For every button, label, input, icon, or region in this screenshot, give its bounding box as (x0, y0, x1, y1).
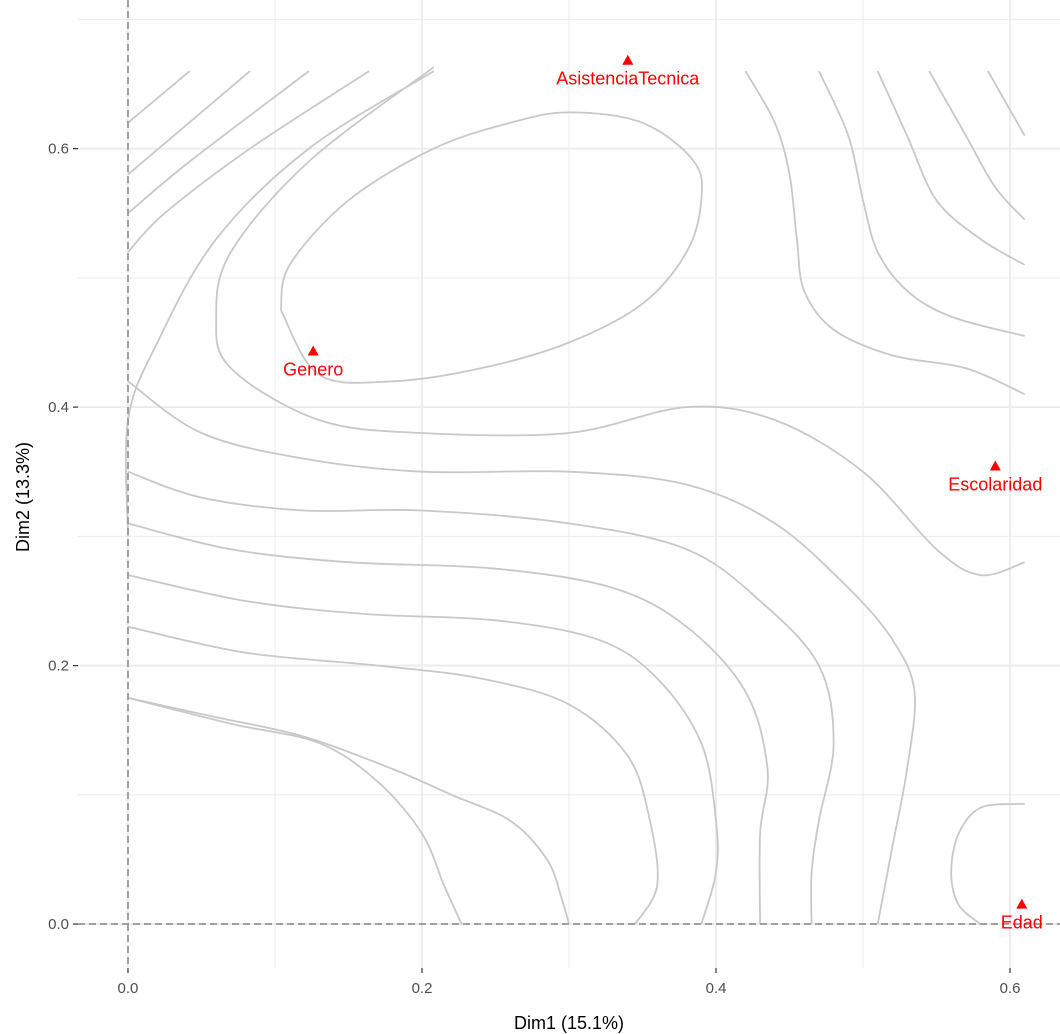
point-label: AsistenciaTecnica (556, 69, 700, 89)
contour-line (280, 111, 704, 384)
y-tick-label: 0.0 (48, 916, 69, 933)
reference-lines (78, 0, 1060, 968)
contour-line (127, 380, 916, 925)
point-marker (989, 460, 1001, 471)
major-gridlines (78, 0, 1060, 968)
y-tick-label: 0.6 (48, 141, 69, 158)
x-tick-label: 0.6 (1000, 980, 1021, 997)
contour-line (987, 70, 1026, 137)
x-tick-label: 0.4 (706, 980, 727, 997)
contour-line (127, 625, 659, 925)
contour-line (950, 803, 1021, 925)
contour-line (127, 574, 719, 925)
contour-line (127, 522, 769, 925)
minor-gridlines (78, 0, 1060, 968)
contour-line (744, 70, 1026, 396)
density-contours (124, 66, 1026, 925)
contour-line (876, 70, 1026, 266)
y-tick-label: 0.4 (48, 399, 69, 416)
contour-line (928, 70, 1026, 221)
x-tick-label: 0.0 (118, 980, 139, 997)
y-axis: 0.0 0.2 0.4 0.6 (48, 141, 78, 933)
point-marker (622, 54, 634, 65)
y-tick-label: 0.2 (48, 658, 69, 675)
point-label: Genero (283, 360, 343, 380)
contour-line (127, 70, 191, 124)
contour-line (124, 70, 435, 537)
point-label: Edad (1001, 913, 1043, 933)
contour-line (127, 70, 251, 176)
contour-line (127, 697, 463, 925)
y-axis-title: Dim2 (13.3%) (13, 442, 33, 552)
contour-line (127, 70, 370, 253)
contour-line (127, 470, 835, 925)
point-label: Escolaridad (948, 475, 1042, 495)
point-marker (1016, 898, 1028, 909)
point-marker (307, 345, 319, 356)
x-axis-title: Dim1 (15.1%) (514, 1013, 624, 1033)
contour-line (127, 70, 310, 214)
contour-line (215, 66, 1025, 577)
contour-line (127, 697, 570, 925)
contour-line (818, 70, 1025, 337)
data-points: AsistenciaTecnica Genero Escolaridad Edad (283, 54, 1043, 933)
x-tick-label: 0.2 (412, 980, 433, 997)
x-axis: 0.0 0.2 0.4 0.6 (118, 968, 1021, 997)
